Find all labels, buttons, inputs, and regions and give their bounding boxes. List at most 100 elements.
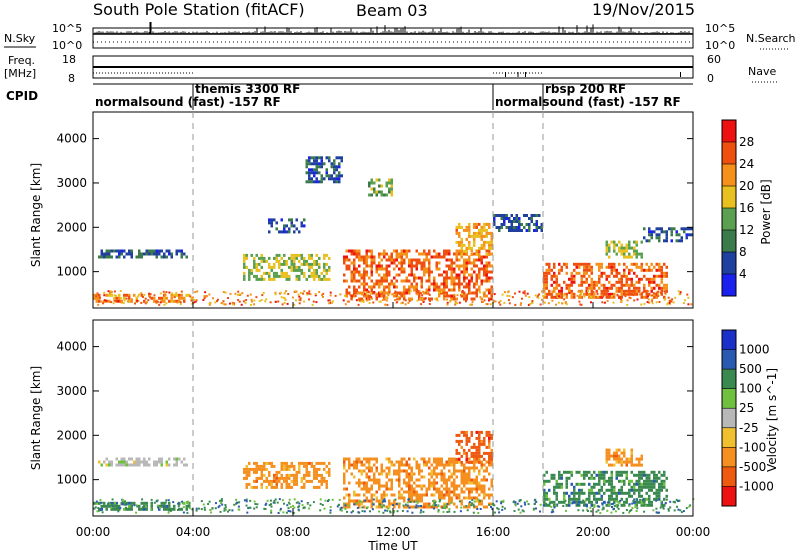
heatmap-cell <box>368 295 371 298</box>
heatmap-cell <box>680 236 683 240</box>
heatmap-cell <box>663 239 666 243</box>
heatmap-cell <box>117 300 120 302</box>
heatmap-cell <box>390 181 393 185</box>
heatmap-cell <box>315 274 318 278</box>
heatmap-cell <box>648 482 651 486</box>
heatmap-cell <box>620 457 623 461</box>
heatmap-cell <box>393 258 396 262</box>
heatmap-cell <box>620 246 623 250</box>
heatmap-cell <box>618 454 621 458</box>
heatmap-cell <box>305 159 308 163</box>
heatmap-cell <box>628 243 631 247</box>
heatmap-cell <box>550 277 553 281</box>
heatmap-cell <box>565 303 568 306</box>
heatmap-cell <box>575 271 578 275</box>
heatmap-cell <box>379 503 381 506</box>
heatmap-cell <box>485 505 488 509</box>
heatmap-cell <box>155 249 158 253</box>
heatmap-cell <box>400 294 403 298</box>
heatmap-cell <box>98 293 101 297</box>
heatmap-cell <box>378 282 381 286</box>
heatmap-cell <box>522 291 525 294</box>
heatmap-cell <box>94 506 97 509</box>
heatmap-cell <box>290 259 293 263</box>
heatmap-cell <box>628 482 631 486</box>
heatmap-cell <box>410 469 413 473</box>
heatmap-cell <box>305 165 308 169</box>
heatmap-cell <box>440 255 443 259</box>
heatmap-cell <box>240 303 243 306</box>
heatmap-cell <box>475 222 478 226</box>
heatmap-cell <box>243 274 246 278</box>
heatmap-cell <box>537 296 540 299</box>
heatmap-cell <box>145 501 148 505</box>
heatmap-cell <box>583 295 586 298</box>
heatmap-cell <box>108 252 111 256</box>
heatmap-cell <box>620 283 623 287</box>
heatmap-cell <box>558 482 561 486</box>
heatmap-cell <box>415 261 418 265</box>
heatmap-cell <box>558 500 561 504</box>
heatmap-cell <box>450 463 453 467</box>
heatmap-cell <box>445 249 448 253</box>
heatmap-cell <box>468 436 471 440</box>
heatmap-cell <box>445 484 448 488</box>
heatmap-cell <box>244 301 247 304</box>
heatmap-cell <box>515 214 518 217</box>
heatmap-cell <box>103 460 106 464</box>
heatmap-cell <box>588 295 591 299</box>
heatmap-cell <box>443 285 446 289</box>
heatmap-cell <box>660 268 663 272</box>
heatmap-cell <box>543 494 546 498</box>
heatmap-cell <box>323 262 326 266</box>
heatmap-cell <box>608 265 611 269</box>
heatmap-cell <box>232 303 234 306</box>
heatmap-cell <box>163 293 166 296</box>
heatmap-cell <box>388 472 391 476</box>
heatmap-cell <box>601 508 604 511</box>
heatmap-cell <box>370 255 373 259</box>
heatmap-cell <box>578 300 581 303</box>
heatmap-cell <box>150 296 153 300</box>
heatmap-cell <box>260 473 263 477</box>
heatmap-cell <box>115 457 118 461</box>
heatmap-cell <box>660 286 663 290</box>
heatmap-cell <box>363 469 366 473</box>
heatmap-cell <box>562 505 565 507</box>
heatmap-cell <box>181 500 184 503</box>
heatmap-cell <box>445 505 448 508</box>
heatmap-cell <box>615 243 618 247</box>
heatmap-cell <box>580 262 583 266</box>
heatmap-cell <box>448 499 451 503</box>
heatmap-cell <box>388 288 391 292</box>
heatmap-cell <box>488 457 491 461</box>
heatmap-cell <box>370 297 373 300</box>
heatmap-cell <box>458 240 461 244</box>
nave-label: Nave <box>748 65 776 78</box>
y-tick-label: 3000 <box>56 176 87 190</box>
heatmap-cell <box>353 291 356 295</box>
heatmap-cell <box>630 488 633 492</box>
heatmap-cell <box>113 294 116 297</box>
heatmap-cell <box>365 472 368 476</box>
heatmap-cell <box>663 286 666 290</box>
colorbar-swatch <box>722 186 736 209</box>
heatmap-cell <box>480 463 483 467</box>
heatmap-cell <box>665 233 668 237</box>
heatmap-cell <box>357 303 360 306</box>
heatmap-cell <box>395 472 398 476</box>
heatmap-cell <box>219 510 222 513</box>
heatmap-cell <box>475 481 478 485</box>
heatmap-cell <box>483 299 486 302</box>
heatmap-cell <box>653 479 656 483</box>
heatmap-cell <box>357 511 360 514</box>
heatmap-cell <box>448 493 451 497</box>
heatmap-cell <box>588 286 591 290</box>
heatmap-cell <box>309 504 312 507</box>
heatmap-cell <box>603 470 606 474</box>
heatmap-cell <box>478 439 481 443</box>
heatmap-cell <box>343 273 346 277</box>
heatmap-cell <box>458 457 461 461</box>
heatmap-cell <box>396 298 399 301</box>
heatmap-cell <box>667 508 670 510</box>
